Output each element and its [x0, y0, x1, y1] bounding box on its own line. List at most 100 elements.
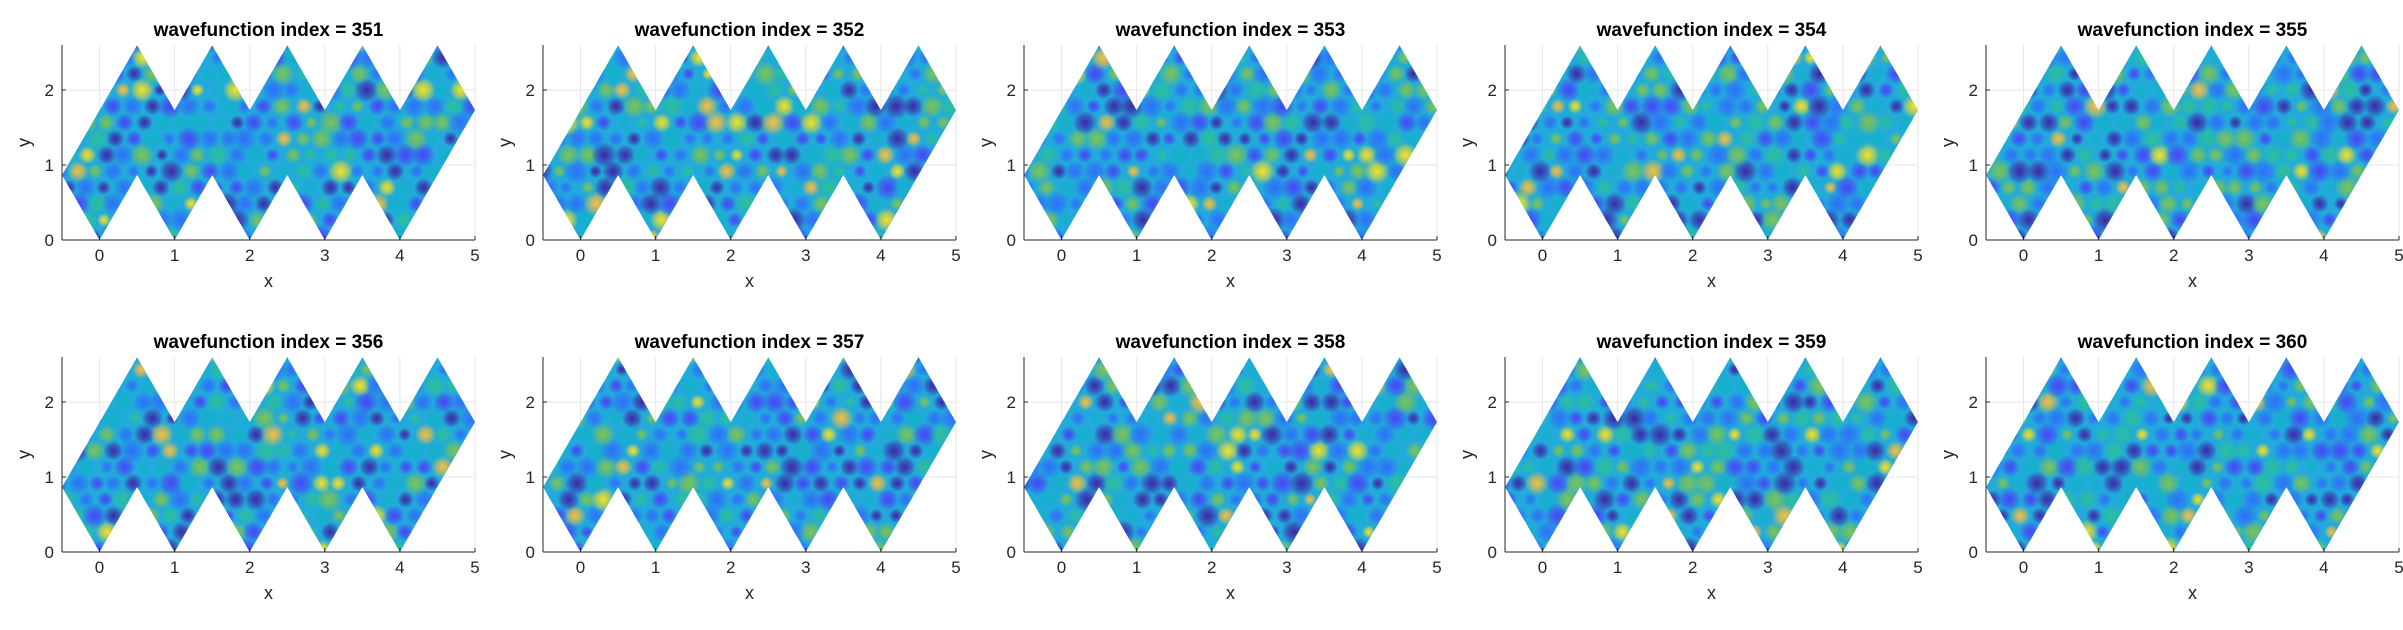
intensity-spot	[1903, 440, 1918, 462]
intensity-spot	[697, 537, 719, 552]
intensity-spot	[78, 491, 95, 508]
intensity-spot	[1995, 475, 2011, 491]
intensity-spot	[1157, 535, 1184, 552]
intensity-spot	[1505, 424, 1521, 445]
intensity-spot	[1417, 492, 1431, 507]
intensity-spot	[1188, 489, 1209, 510]
intensity-spot	[1986, 438, 1997, 464]
wavefunction-field	[543, 45, 956, 241]
intensity-spot	[440, 503, 464, 528]
intensity-spot	[1024, 148, 1038, 162]
intensity-spot	[1527, 372, 1554, 399]
y-tick-label: 2	[45, 81, 54, 100]
intensity-spot	[2080, 213, 2094, 227]
intensity-spot	[1659, 225, 1682, 241]
intensity-spot	[2002, 146, 2021, 165]
intensity-spot	[858, 425, 878, 445]
intensity-spot	[2236, 411, 2251, 426]
intensity-spot	[2172, 426, 2190, 443]
intensity-spot	[799, 487, 823, 512]
intensity-spot	[89, 65, 106, 82]
intensity-spot	[2310, 194, 2329, 213]
intensity-spot	[1028, 227, 1047, 241]
intensity-spot	[1595, 178, 1614, 197]
x-tick-label: 3	[1763, 558, 1772, 577]
y-tick-label: 1	[1007, 468, 1016, 487]
intensity-spot	[1105, 540, 1121, 552]
intensity-spot	[920, 45, 944, 53]
intensity-spot	[730, 459, 746, 475]
intensity-spot	[2321, 425, 2340, 444]
intensity-spot	[1903, 192, 1918, 216]
intensity-spot	[794, 130, 811, 147]
intensity-spot	[719, 195, 737, 213]
intensity-spot	[320, 358, 343, 381]
intensity-spot	[2188, 426, 2205, 443]
intensity-spot	[1077, 457, 1096, 477]
intensity-spot	[2181, 378, 2197, 394]
intensity-spot	[1567, 508, 1583, 524]
intensity-spot	[2243, 424, 2264, 445]
intensity-spot	[2074, 144, 2096, 166]
intensity-spot	[1789, 193, 1812, 215]
intensity-spot	[588, 98, 605, 115]
intensity-spot	[2291, 161, 2311, 181]
intensity-spot	[1744, 111, 1768, 134]
intensity-spot	[1024, 190, 1036, 217]
intensity-spot	[2134, 427, 2150, 442]
intensity-spot	[1273, 62, 1296, 85]
intensity-spot	[603, 504, 626, 527]
intensity-spot	[1725, 208, 1748, 232]
x-tick-label: 2	[245, 558, 254, 577]
y-tick-label: 1	[45, 156, 54, 175]
intensity-spot	[593, 521, 614, 543]
subplot-title: wavefunction index = 356	[153, 332, 384, 353]
intensity-spot	[575, 423, 597, 446]
intensity-spot	[2218, 410, 2236, 427]
intensity-spot	[2039, 360, 2058, 379]
x-tick-label: 1	[1613, 558, 1622, 577]
intensity-spot	[114, 82, 131, 99]
intensity-spot	[1818, 45, 1845, 71]
intensity-spot	[1063, 95, 1086, 118]
intensity-spot	[228, 425, 247, 444]
intensity-spot	[543, 509, 547, 523]
intensity-spot	[1159, 503, 1184, 528]
x-tick-label: 0	[1057, 246, 1066, 265]
intensity-spot	[1143, 228, 1161, 241]
intensity-spot	[1699, 99, 1714, 114]
intensity-spot	[2101, 60, 2128, 87]
intensity-spot	[290, 440, 311, 461]
intensity-spot	[1311, 376, 1331, 396]
intensity-spot	[1520, 144, 1542, 166]
intensity-spot	[635, 523, 653, 541]
intensity-spot	[2040, 212, 2056, 228]
intensity-spot	[1258, 228, 1274, 241]
intensity-spot	[1794, 162, 1813, 181]
intensity-spot	[1145, 443, 1161, 459]
intensity-spot	[680, 164, 695, 179]
y-tick-label: 0	[1007, 231, 1016, 250]
intensity-spot	[2244, 456, 2266, 478]
intensity-spot	[341, 395, 356, 410]
intensity-spot	[1541, 427, 1557, 442]
intensity-spot	[2375, 178, 2394, 197]
intensity-spot	[774, 507, 792, 525]
intensity-spot	[678, 96, 699, 117]
intensity-spot	[293, 162, 313, 181]
intensity-spot	[1254, 475, 1272, 492]
intensity-spot	[439, 191, 464, 216]
intensity-spot	[62, 98, 67, 115]
intensity-spot	[1584, 409, 1602, 427]
intensity-spot	[932, 177, 952, 198]
intensity-spot	[1265, 50, 1280, 65]
intensity-spot	[2152, 425, 2172, 444]
intensity-spot	[613, 489, 633, 510]
intensity-spot	[1024, 207, 1043, 233]
intensity-spot	[1867, 227, 1886, 241]
intensity-spot	[1785, 146, 1803, 164]
y-tick-label: 0	[45, 543, 54, 562]
intensity-spot	[1059, 147, 1075, 163]
intensity-spot	[2374, 486, 2399, 513]
